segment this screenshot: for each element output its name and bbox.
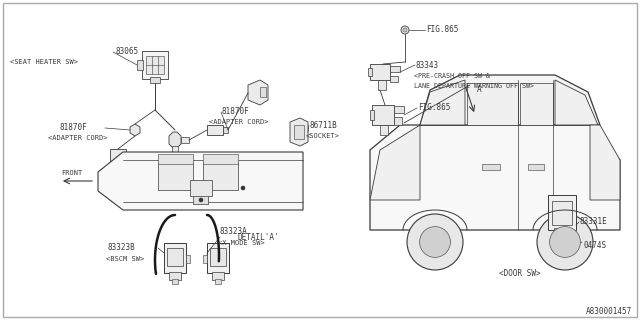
Bar (172, 146, 178, 154)
Text: FIG.865: FIG.865 (418, 103, 451, 113)
Bar (370, 64, 390, 80)
Text: 83323B: 83323B (108, 244, 136, 252)
Text: A830001457: A830001457 (586, 308, 632, 316)
Circle shape (537, 214, 593, 270)
Text: <SOCKET>: <SOCKET> (306, 133, 340, 139)
Bar (215, 279, 221, 284)
Text: <ADAPTER CORD>: <ADAPTER CORD> (209, 119, 269, 125)
Text: FIG.865: FIG.865 (426, 26, 458, 35)
Bar (177, 152, 182, 158)
Bar (294, 125, 304, 139)
Bar (158, 154, 193, 164)
Bar (394, 117, 402, 125)
Polygon shape (248, 80, 268, 105)
Text: A: A (477, 85, 482, 94)
Bar (203, 162, 238, 190)
Text: 86711B: 86711B (310, 121, 338, 130)
Bar (186, 255, 190, 263)
Polygon shape (467, 83, 518, 125)
Bar (528, 164, 544, 170)
Circle shape (550, 227, 580, 257)
Text: <DOOR SW>: <DOOR SW> (499, 269, 541, 278)
Polygon shape (130, 124, 140, 136)
Circle shape (568, 243, 573, 247)
Bar (260, 87, 266, 97)
Text: 83323A: 83323A (220, 228, 248, 236)
Bar (146, 56, 164, 74)
Bar (554, 228, 570, 238)
Text: 81870F: 81870F (222, 108, 250, 116)
Circle shape (199, 198, 203, 202)
Polygon shape (590, 125, 620, 200)
Text: 83343: 83343 (416, 60, 439, 69)
Text: <ADAPTER CORD>: <ADAPTER CORD> (48, 135, 108, 141)
Polygon shape (420, 80, 465, 125)
Text: FRONT: FRONT (61, 170, 83, 176)
Text: LANE DEPARTURE WARNING OFF SW>: LANE DEPARTURE WARNING OFF SW> (414, 83, 534, 89)
Polygon shape (370, 125, 420, 200)
Text: 0474S: 0474S (583, 241, 606, 250)
Bar (181, 137, 189, 143)
Bar (164, 243, 186, 273)
Circle shape (198, 197, 202, 201)
Circle shape (403, 28, 407, 32)
Bar (378, 80, 386, 90)
Text: <PRE-CRASH OFF SW &: <PRE-CRASH OFF SW & (414, 73, 490, 79)
Bar (158, 162, 193, 190)
Polygon shape (555, 80, 598, 125)
Bar (390, 76, 398, 82)
Polygon shape (98, 152, 303, 210)
Bar (190, 180, 212, 196)
Bar (167, 248, 183, 266)
Text: 83331E: 83331E (580, 218, 608, 227)
Text: 81870F: 81870F (60, 124, 88, 132)
Text: <SEAT HEATER SW>: <SEAT HEATER SW> (10, 59, 78, 65)
Bar (210, 248, 226, 266)
Bar (482, 164, 500, 170)
Circle shape (407, 214, 463, 270)
Polygon shape (290, 118, 308, 146)
Bar (380, 125, 388, 135)
Text: DETAIL'A': DETAIL'A' (238, 234, 280, 243)
Bar (193, 190, 208, 204)
Bar (150, 77, 160, 83)
Bar (394, 106, 404, 113)
Bar (113, 159, 123, 164)
Bar (207, 125, 223, 135)
Circle shape (401, 26, 409, 34)
Bar (172, 279, 178, 284)
Bar (203, 154, 238, 164)
Polygon shape (420, 75, 600, 125)
Polygon shape (370, 125, 620, 230)
Bar (137, 60, 143, 70)
Bar (169, 272, 181, 280)
Circle shape (420, 227, 451, 257)
Bar (552, 201, 572, 225)
Polygon shape (169, 132, 181, 148)
Bar (372, 105, 394, 125)
Bar (390, 66, 400, 72)
Polygon shape (520, 83, 553, 125)
Text: <BSCM SW>: <BSCM SW> (106, 256, 144, 262)
Bar (203, 255, 207, 263)
Bar (548, 195, 576, 230)
Text: 83065: 83065 (115, 47, 138, 57)
Text: <X-MODE SW>: <X-MODE SW> (218, 240, 265, 246)
Bar (207, 243, 229, 273)
Circle shape (241, 186, 245, 190)
Bar (368, 68, 372, 76)
Bar (223, 127, 228, 133)
Bar (370, 110, 374, 120)
Bar (212, 272, 224, 280)
Circle shape (565, 240, 575, 250)
Bar (142, 51, 168, 79)
Bar (110, 149, 126, 161)
